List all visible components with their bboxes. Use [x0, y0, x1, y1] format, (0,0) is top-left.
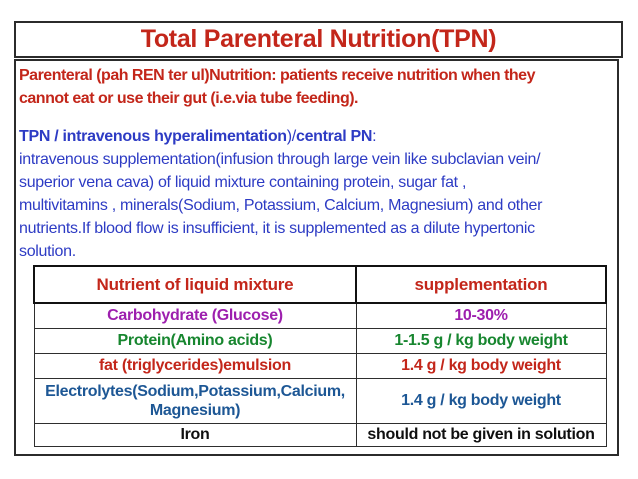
tpn-heading-segment: : — [372, 128, 377, 145]
table-header-row: Nutrient of liquid mixture supplementati… — [33, 265, 607, 304]
tpn-line: intravenous supplementation(infusion thr… — [19, 151, 541, 168]
intro-line: Parenteral (pah REN ter ul)Nutrition: pa… — [19, 67, 535, 84]
tpn-line: multivitamins , minerals(Sodium, Potassi… — [19, 197, 543, 214]
nutrient-line: Electrolytes(Sodium,Potassium,Calcium, — [45, 383, 345, 400]
table-row: Electrolytes(Sodium,Potassium,Calcium, M… — [33, 378, 607, 424]
nutrient-cell: Protein(Amino acids) — [33, 328, 357, 354]
supplementation-cell: 1.4 g / kg body weight — [355, 353, 607, 379]
nutrient-cell: Electrolytes(Sodium,Potassium,Calcium, M… — [33, 378, 357, 424]
tpn-line: superior vena cava) of liquid mixture co… — [19, 174, 467, 191]
tpn-paragraph: TPN / intravenous hyperalimentation)/cen… — [19, 125, 542, 263]
table-row: Carbohydrate (Glucose) 10-30% — [33, 302, 607, 329]
tpn-heading-segment: central PN — [295, 128, 373, 145]
table-header-supplementation: supplementation — [355, 265, 607, 304]
page-title: Total Parenteral Nutrition(TPN) — [140, 25, 497, 53]
table-row: Protein(Amino acids) 1-1.5 g / kg body w… — [33, 328, 607, 354]
intro-paragraph: Parenteral (pah REN ter ul)Nutrition: pa… — [19, 64, 535, 110]
nutrient-cell: Carbohydrate (Glucose) — [33, 302, 357, 329]
nutrient-cell: Iron — [33, 423, 357, 447]
table-row: fat (triglycerides)emulsion 1.4 g / kg b… — [33, 353, 607, 379]
intro-line: cannot eat or use their gut (i.e.via tub… — [19, 90, 358, 107]
table-row: Iron should not be given in solution — [33, 423, 607, 447]
tpn-line: solution. — [19, 243, 76, 260]
body-box: Parenteral (pah REN ter ul)Nutrition: pa… — [14, 59, 619, 456]
table-header-nutrient: Nutrient of liquid mixture — [33, 265, 357, 304]
nutrient-cell: fat (triglycerides)emulsion — [33, 353, 357, 379]
tpn-heading-segment: )/ — [286, 128, 296, 145]
nutrient-table: Nutrient of liquid mixture supplementati… — [33, 265, 607, 447]
tpn-line: nutrients.If blood flow is insufficient,… — [19, 220, 535, 237]
nutrient-line: Magnesium) — [149, 402, 241, 419]
title-box: Total Parenteral Nutrition(TPN) — [14, 21, 623, 58]
tpn-heading-segment: TPN / intravenous hyperalimentation — [19, 128, 287, 145]
supplementation-cell: 10-30% — [355, 302, 607, 329]
supplementation-cell: 1-1.5 g / kg body weight — [355, 328, 607, 354]
supplementation-cell: 1.4 g / kg body weight — [355, 378, 607, 424]
supplementation-cell: should not be given in solution — [355, 423, 607, 447]
tpn-heading: TPN / intravenous hyperalimentation)/cen… — [19, 125, 542, 148]
